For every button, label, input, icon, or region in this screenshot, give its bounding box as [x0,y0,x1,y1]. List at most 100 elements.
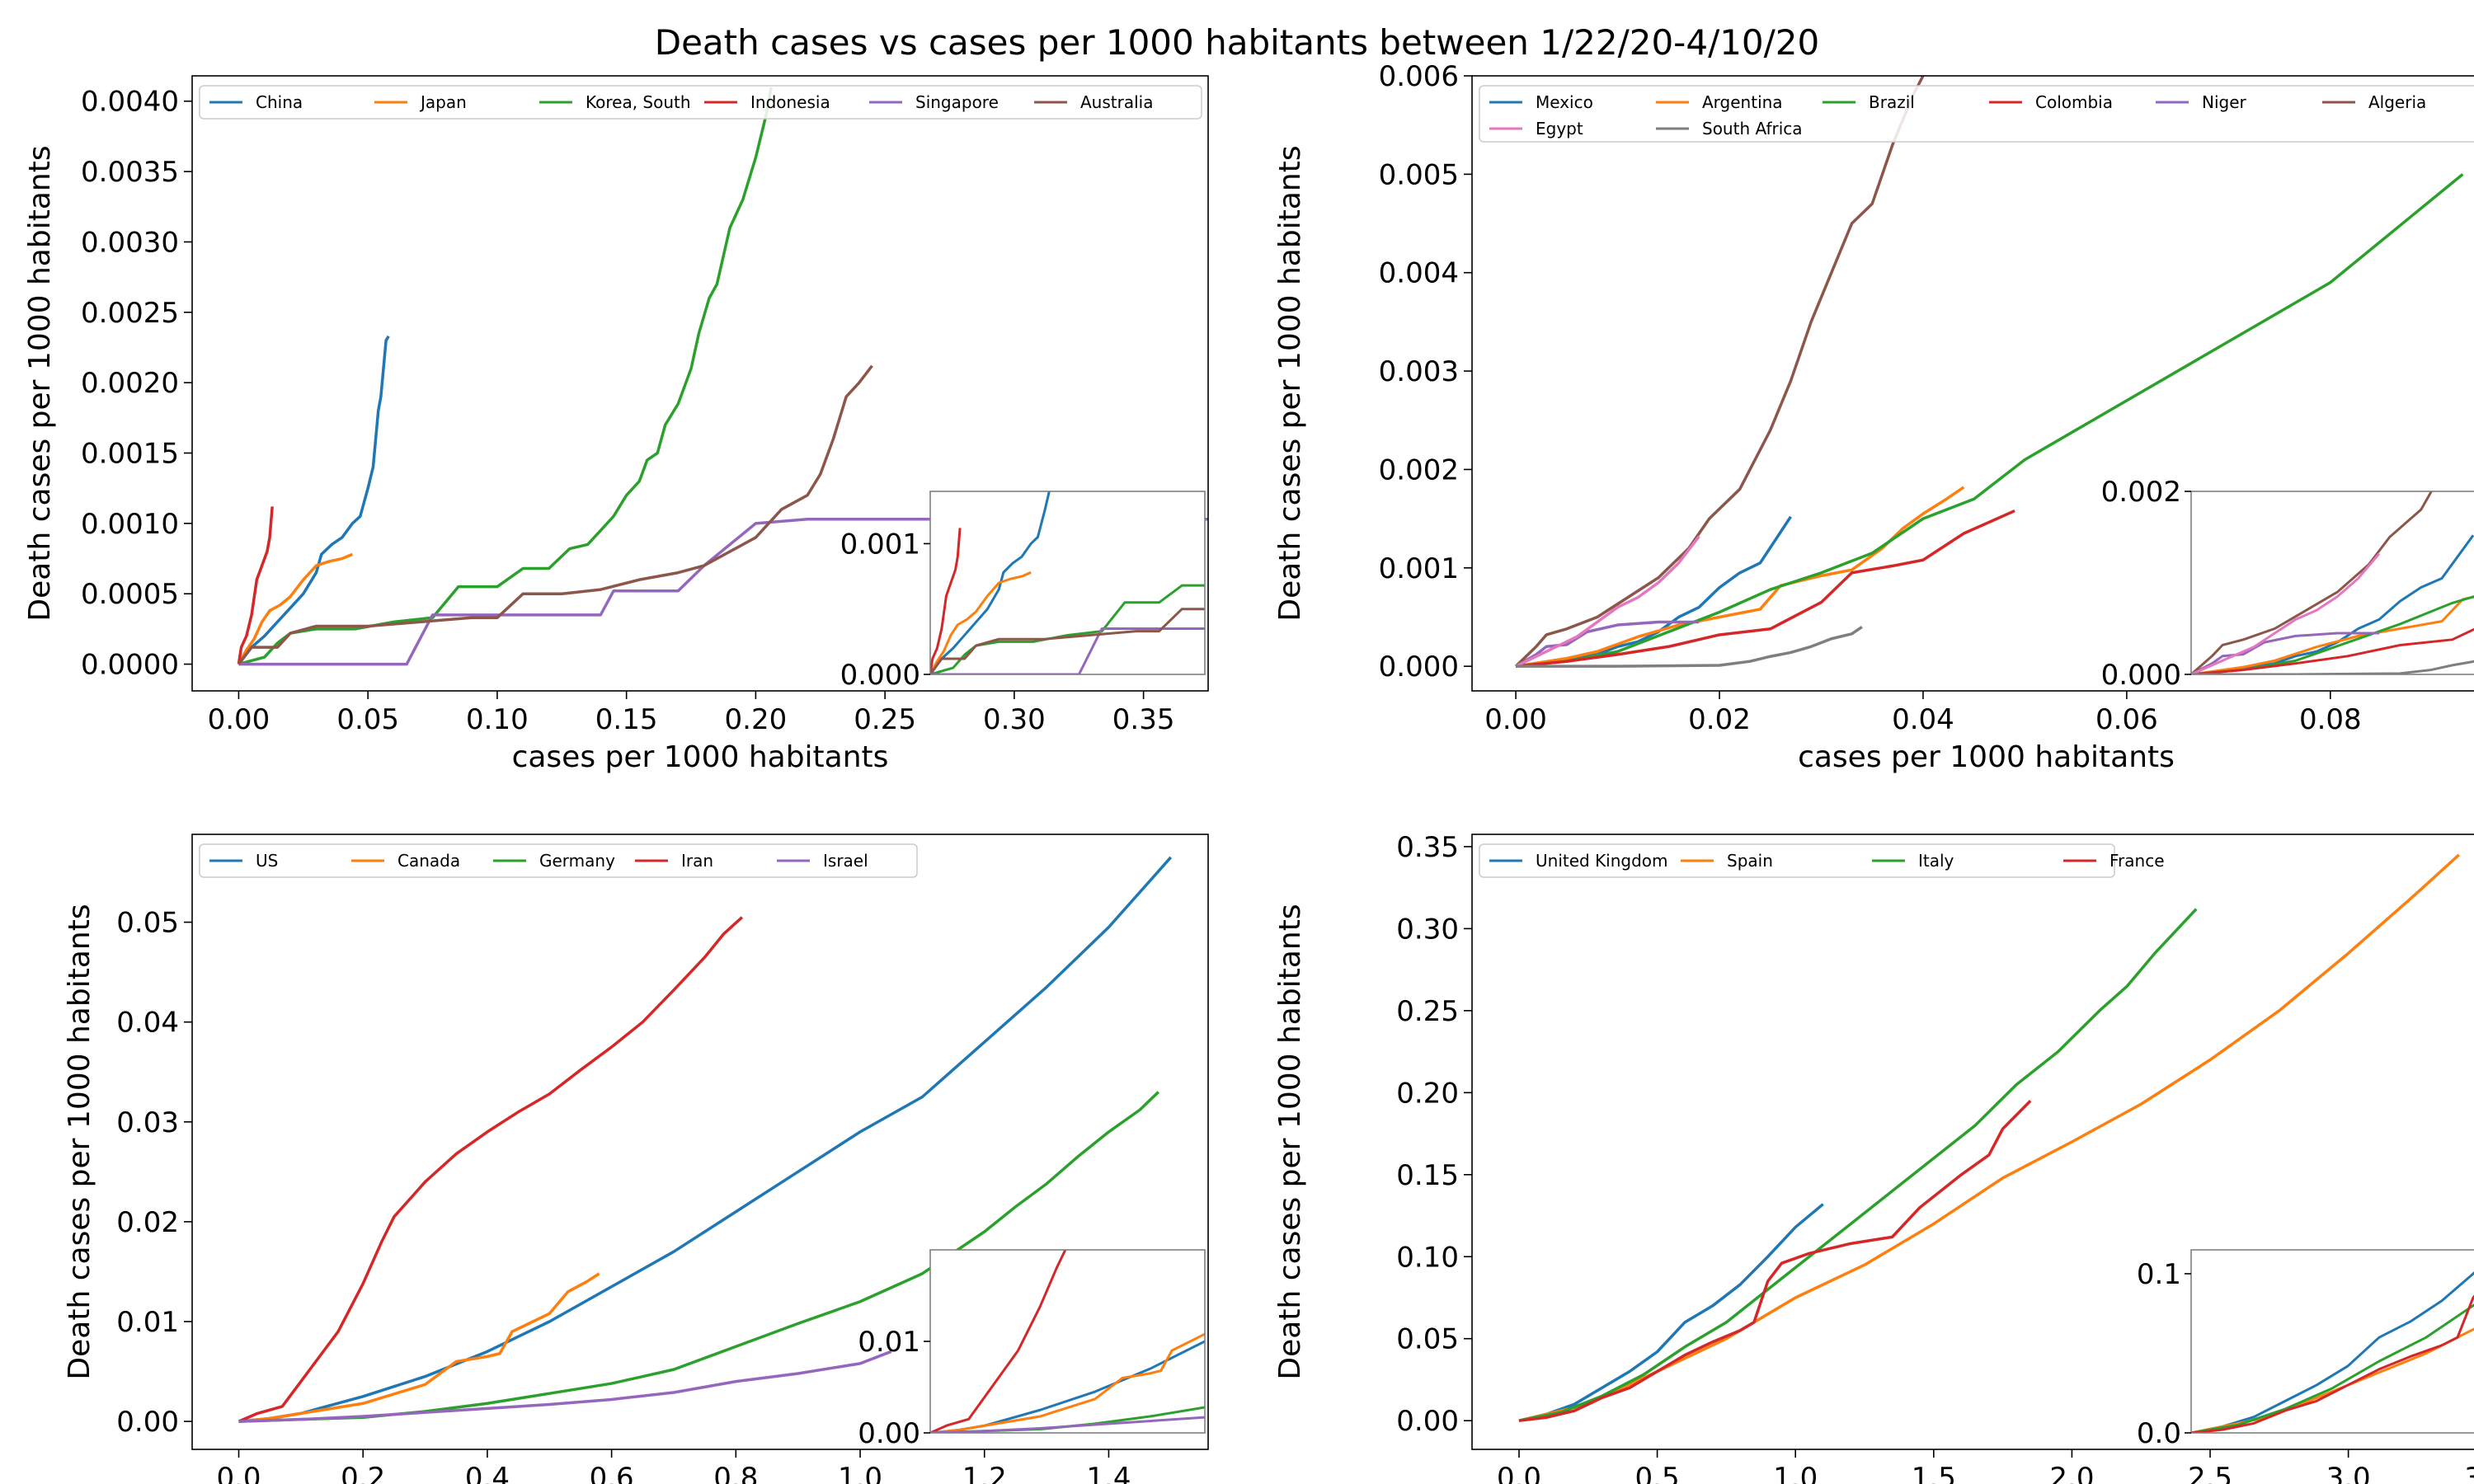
inset-series-line-canada [930,1331,1205,1433]
inset-axes: 0.000 0.002 [2101,476,2474,692]
x-tick-label: 2.5 [2188,1462,2232,1484]
legend-label-australia: Australia [1080,92,1153,112]
inset-series-lines [930,1250,1205,1433]
series-line-spain [1518,853,2460,1422]
y-tick-label: 0.000 [1379,650,1459,683]
inset-series-line-italy [2191,1303,2474,1433]
inset-series-line-japan [930,571,1032,674]
legend-frame [1479,85,2474,143]
legend: United Kingdom Spain Italy France [1479,843,2165,878]
axes-frame [191,834,1209,1450]
y-tick-label: 0.004 [1379,257,1459,290]
inset-series-lines [2191,1271,2474,1433]
inset-series-line-egypt [2191,552,2381,674]
inset-background [930,491,1205,674]
inset-axes: 0.00 0.01 [858,1249,1206,1450]
y-tick-label: 0.00 [116,1406,179,1439]
y-tick-label: 0.003 [1379,355,1459,388]
x-tick-label: 0.05 [336,703,399,736]
x-tick-label: 1.0 [1773,1462,1818,1484]
y-tick-label: 0.006 [1379,60,1459,93]
y-tick-label: 0.0035 [81,156,179,189]
legend-label-algeria: Algeria [2368,92,2426,112]
x-tick-label: 0.04 [1892,703,1954,736]
subplot-latin-america-africa: 0.00 0.02 0.04 0.06 0.08 0.000 0.001 0.002 0.003… [1273,60,2474,774]
y-tick-label: 0.20 [1396,1077,1459,1110]
x-tick-label: 1.4 [1086,1462,1131,1484]
legend-label-spain: Spain [1727,851,1773,871]
inset-y-tick-label: 0.0 [2137,1417,2181,1450]
x-tick-label: 0.02 [1688,703,1751,736]
x-tick-label: 3.5 [2464,1462,2474,1484]
y-axis-label: Death cases per 1000 habitants [1273,145,1307,621]
legend-label-japan: Japan [419,92,467,112]
y-axis-label: Death cases per 1000 habitants [63,904,96,1379]
legend-label-korea-south: Korea, South [586,92,691,112]
x-tick-label: 0.30 [983,703,1046,736]
inset-y-tick-label: 0.1 [2137,1258,2181,1291]
legend: US Canada Germany Iran Israel [199,843,918,878]
y-axis-label: Death cases per 1000 habitants [1273,904,1307,1379]
inset-series-line-china [930,491,1051,674]
series-line-south-africa [1516,625,1863,668]
y-tick-label: 0.04 [116,1007,179,1040]
legend-label-indonesia: Indonesia [750,92,830,112]
legend-label-argentina: Argentina [1702,92,1783,112]
legend-label-france: France [2109,851,2165,871]
series-lines [1518,853,2460,1422]
x-tick-label: 0.25 [854,703,916,736]
x-tick-label: 0.0 [1497,1462,1541,1484]
y-tick-label: 0.30 [1396,913,1459,946]
legend-label-brazil: Brazil [1869,92,1915,112]
inset-y-tick-label: 0.001 [840,528,920,561]
legend-label-germany: Germany [539,851,615,871]
inset-series-line-algeria [2191,491,2434,674]
axes-frame [1471,834,2474,1450]
inset-series-line-iran [930,1250,1067,1433]
x-tick-label: 0.00 [208,703,270,736]
legend-frame [199,85,1202,120]
figure-title: Death cases vs cases per 1000 habitants … [655,22,1820,63]
inset-series-line-brazil [2191,595,2474,674]
series-line-france [1518,1100,2032,1422]
x-tick-label: 1.2 [962,1462,1007,1484]
series-lines [1514,76,2464,668]
legend-label-egypt: Egypt [1536,119,1583,139]
y-tick-label: 0.0000 [81,649,179,682]
y-tick-label: 0.0015 [81,438,179,471]
inset-series-line-united-kingdom [2191,1271,2474,1433]
y-tick-label: 0.15 [1396,1159,1459,1192]
y-tick-label: 0.05 [116,907,179,940]
y-tick-label: 0.0005 [81,578,179,611]
axes-frame [191,75,1209,692]
inset-y-tick-label: 0.00 [858,1417,920,1450]
y-tick-label: 0.25 [1396,995,1459,1028]
legend-label-italy: Italy [1918,851,1954,871]
inset-axes: 0.000 0.001 [840,491,1206,692]
y-tick-label: 0.10 [1396,1241,1459,1274]
legend-label-iran: Iran [681,851,713,871]
y-tick-label: 0.0025 [81,297,179,330]
x-tick-label: 1.0 [838,1462,882,1484]
x-axis-label: cases per 1000 habitants [1798,740,2175,774]
inset-axes: 0.0 0.1 [2137,1249,2474,1450]
series-line-colombia [1515,509,2015,668]
series-line-singapore [238,517,1208,666]
series-line-japan [237,552,354,665]
series-line-israel [238,1350,892,1423]
legend-label-singapore: Singapore [915,92,999,112]
series-line-china [238,335,390,665]
x-tick-label: 0.8 [713,1462,758,1484]
inset-series-lines [930,491,1205,674]
x-tick-label: 0.20 [725,703,788,736]
inset-series-line-australia [930,608,1205,674]
y-tick-label: 0.005 [1379,158,1459,191]
legend-label-colombia: Colombia [2035,92,2113,112]
inset-series-line-korea-south [930,584,1205,674]
series-line-united-kingdom [1518,1203,1824,1422]
series-line-brazil [1515,173,2464,668]
legend: Mexico Argentina Brazil Colombia Niger Algeri… [1479,85,2474,143]
inset-series-line-colombia [2191,627,2474,674]
